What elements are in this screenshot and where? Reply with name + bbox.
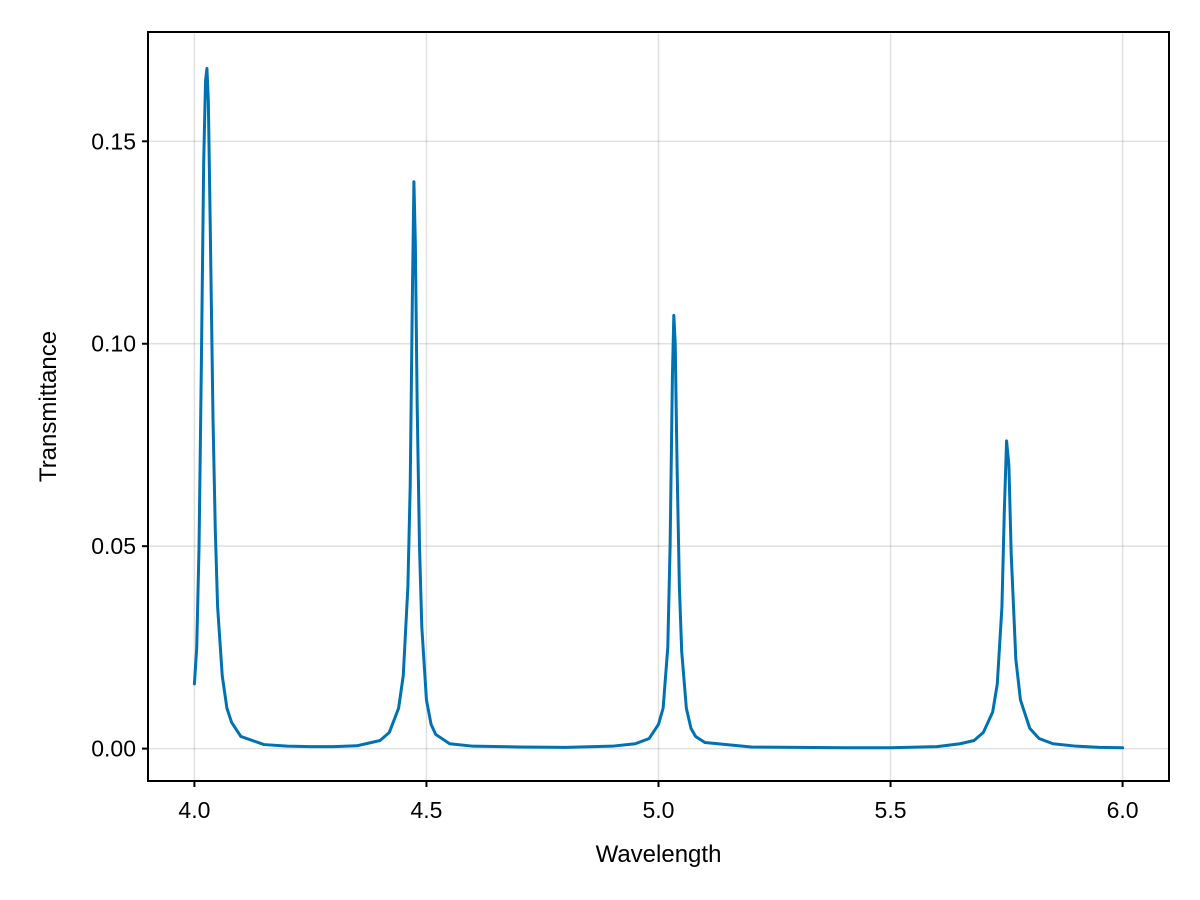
x-tick-label-1: 4.5 [410, 797, 442, 823]
y-tick-label-2: 0.10 [91, 331, 136, 357]
y-tick-label-1: 0.05 [91, 533, 136, 559]
grid-lines [148, 32, 1169, 781]
y-tick-label-0: 0.00 [91, 736, 136, 762]
x-tick-labels: 4.0 4.5 5.0 5.5 6.0 [178, 797, 1138, 823]
y-tick-label-3: 0.15 [91, 128, 136, 154]
y-axis-label: Transmittance [35, 331, 62, 482]
x-tick-label-3: 5.5 [875, 797, 907, 823]
x-tick-label-4: 6.0 [1107, 797, 1139, 823]
x-tick-label-2: 5.0 [643, 797, 675, 823]
tick-marks [142, 140, 1124, 787]
x-tick-label-0: 4.0 [178, 797, 210, 823]
series-line-0 [192, 66, 1125, 750]
y-tick-labels: 0.00 0.05 0.10 0.15 [91, 128, 136, 761]
series-layer [192, 66, 1125, 750]
x-axis-label: Wavelength [596, 841, 722, 868]
